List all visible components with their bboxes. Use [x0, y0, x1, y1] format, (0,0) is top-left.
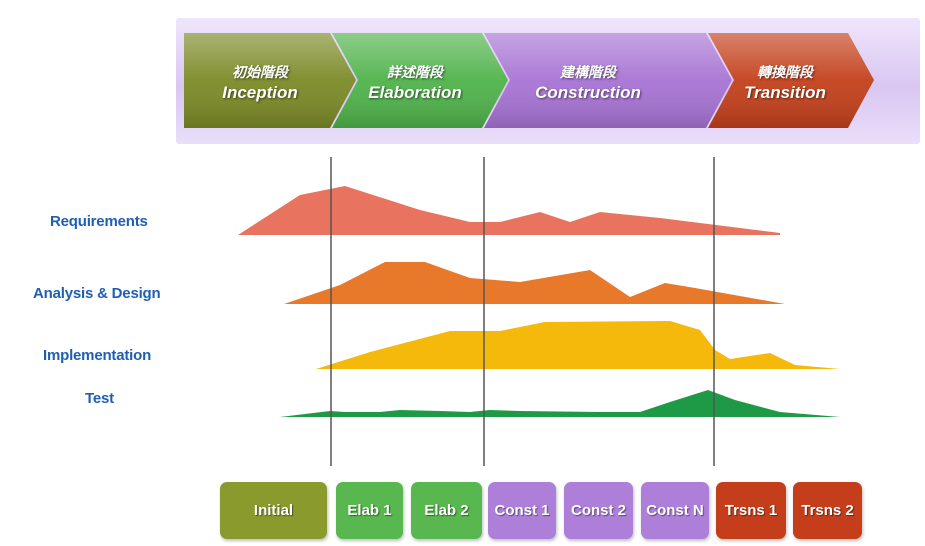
phase-arrow-transition — [708, 33, 874, 128]
phase-chinese-label: 初始階段 — [232, 65, 288, 81]
iteration-box-const-2: Const 2 — [564, 482, 633, 539]
implementation-workload-curve — [316, 321, 840, 369]
discipline-label-requirements: Requirements — [50, 213, 148, 230]
test-workload-curve — [280, 390, 840, 417]
phase-arrow-elaboration — [332, 33, 508, 128]
analysis-design-workload-curve — [284, 262, 785, 304]
phase-label-inception: 初始階段 Inception — [200, 62, 320, 103]
iteration-box-trsns-2: Trsns 2 — [793, 482, 862, 539]
discipline-label-analysis-design: Analysis & Design — [33, 285, 161, 302]
phase-arrow-construction — [484, 33, 732, 128]
iteration-box-elab-2: Elab 2 — [411, 482, 482, 539]
phase-english-label: Inception — [222, 83, 298, 102]
phase-chinese-label: 轉換階段 — [757, 65, 813, 81]
iteration-box-elab-1: Elab 1 — [336, 482, 403, 539]
iteration-box-const-1: Const 1 — [488, 482, 556, 539]
phase-english-label: Transition — [744, 83, 826, 102]
phase-english-label: Elaboration — [368, 83, 462, 102]
discipline-label-implementation: Implementation — [43, 347, 152, 364]
phase-label-elaboration: 詳述階段 Elaboration — [355, 62, 475, 103]
iteration-box-const-n: Const N — [641, 482, 709, 539]
phase-chinese-label: 詳述階段 — [387, 65, 443, 81]
phase-english-label: Construction — [535, 83, 641, 102]
phase-chinese-label: 建構階段 — [560, 65, 616, 81]
phase-label-construction: 建構階段 Construction — [528, 62, 648, 103]
iteration-box-trsns-1: Trsns 1 — [716, 482, 786, 539]
discipline-label-test: Test — [85, 390, 114, 407]
phase-arrow-inception — [184, 33, 356, 128]
requirements-workload-curve — [238, 186, 780, 235]
iteration-box-initial: Initial — [220, 482, 327, 539]
phase-label-transition: 轉換階段 Transition — [725, 62, 845, 103]
